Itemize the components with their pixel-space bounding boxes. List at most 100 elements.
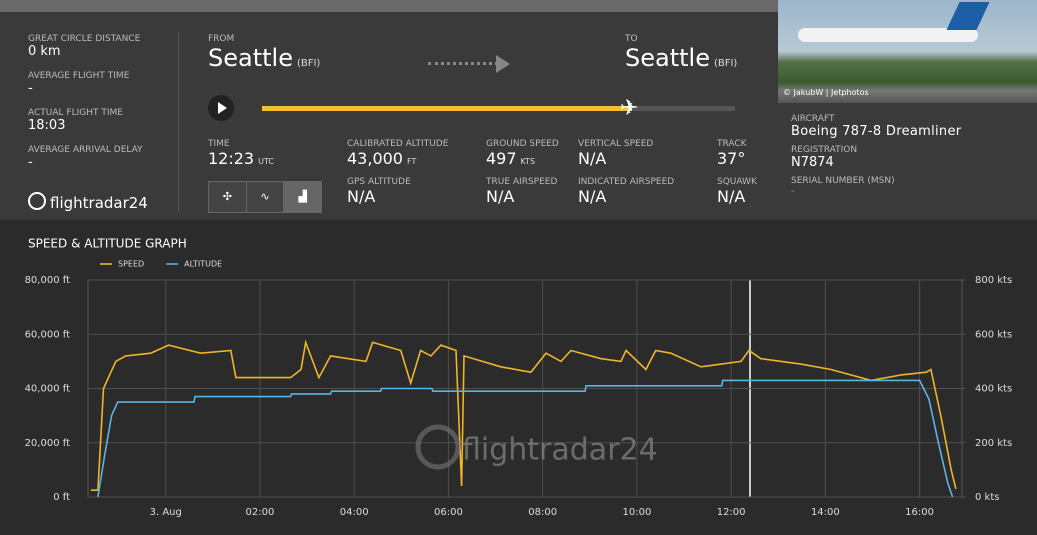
value-text: N/A [578, 149, 607, 168]
aircraft-info: AIRCRAFT Boeing 787-8 Dreamliner REGISTR… [791, 114, 961, 197]
aircraft-photo: © JakubW | Jetphotos [778, 0, 1037, 103]
value: N/A [486, 187, 557, 206]
value: 12:23 UTC [208, 149, 274, 168]
value: 497 KTS [486, 149, 559, 168]
legend-label: ALTITUDE [184, 260, 222, 269]
stat: CALIBRATED ALTITUDE 43,000 FT [347, 139, 448, 168]
tail [946, 2, 990, 30]
value: Boeing 787-8 Dreamliner [791, 124, 962, 139]
x-tick-label: 04:00 [340, 507, 369, 518]
code: (BFI) [713, 58, 738, 69]
play-button[interactable] [208, 95, 234, 121]
y-tick-label: 20,000 ft [25, 438, 71, 449]
label: FROM [208, 34, 235, 44]
label: SERIAL NUMBER (MSN) [791, 176, 895, 186]
label: INDICATED AIRSPEED [578, 177, 675, 187]
arrow [428, 62, 498, 69]
x-tick-label: 16:00 [905, 507, 934, 518]
stat: GPS ALTITUDE N/A [347, 177, 411, 206]
arrow-head [496, 55, 510, 73]
x-tick-label: 06:00 [434, 507, 463, 518]
stat: TIME 12:23 UTC [208, 139, 274, 168]
value-text: 12:23 [208, 149, 255, 168]
label: AVERAGE FLIGHT TIME [28, 71, 130, 81]
legend-label: SPEED [118, 260, 144, 269]
label: TO [625, 34, 638, 44]
label: TIME [208, 139, 230, 149]
value: 37° [717, 149, 747, 168]
label: VERTICAL SPEED [578, 139, 654, 149]
x-tick-label: 3. Aug [150, 507, 182, 518]
stat: GROUND SPEED 497 KTS [486, 139, 559, 168]
top-strip [0, 0, 778, 12]
y2-tick-label: 600 kts [975, 329, 1012, 340]
value: - [791, 186, 795, 197]
value-text: 37° [717, 149, 746, 168]
x-tick-label: 12:00 [717, 507, 746, 518]
to: TO Seattle (BFI) [625, 34, 737, 72]
plane-icon: ✈ [620, 96, 639, 121]
watermark-icon [415, 424, 461, 470]
label: TRACK [717, 139, 747, 149]
photo-credit: © JakubW | Jetphotos [783, 88, 869, 97]
unit: UTC [258, 157, 274, 166]
x-tick-label: 08:00 [528, 507, 557, 518]
value: - [28, 155, 33, 170]
y2-tick-label: 0 kts [975, 492, 999, 503]
label: TRUE AIRSPEED [486, 177, 558, 187]
info-panel: GREAT CIRCLE DISTANCE 0 km AVERAGE FLIGH… [0, 0, 1037, 220]
city: Seattle [208, 44, 293, 72]
city: Seattle [625, 44, 710, 72]
progress-fill [262, 106, 632, 111]
y-tick-label: 0 ft [53, 492, 70, 503]
view-button[interactable]: ∿ [247, 182, 285, 212]
view-button[interactable]: ✣ [209, 182, 247, 212]
value-text: N/A [578, 187, 607, 206]
logo-icon [28, 192, 46, 210]
value: - [28, 81, 33, 96]
y-tick-label: 40,000 ft [25, 384, 71, 395]
label: CALIBRATED ALTITUDE [347, 139, 449, 149]
value-text: 497 [486, 149, 517, 168]
value: 18:03 [28, 118, 66, 133]
value-text: 43,000 [347, 149, 403, 168]
x-tick-label: 10:00 [622, 507, 651, 518]
series-line [90, 339, 957, 491]
value: 0 km [28, 44, 61, 59]
value: N/A [578, 187, 674, 206]
label: GPS ALTITUDE [347, 177, 411, 187]
stat: INDICATED AIRSPEED N/A [578, 177, 674, 206]
watermark: flightradar24 [462, 433, 658, 468]
stat: VERTICAL SPEED N/A [578, 139, 653, 168]
stat: TRUE AIRSPEED N/A [486, 177, 557, 206]
view-button[interactable]: ▟ [284, 182, 322, 212]
value: N/A [578, 149, 653, 168]
summary: GREAT CIRCLE DISTANCE 0 km AVERAGE FLIGH… [28, 34, 143, 170]
label: GREAT CIRCLE DISTANCE [28, 34, 141, 44]
value-text: N/A [486, 187, 515, 206]
divider [178, 32, 179, 212]
from: FROM Seattle (BFI) [208, 34, 320, 72]
label: AIRCRAFT [791, 114, 835, 124]
logo: flightradar24 [50, 194, 148, 212]
label: ACTUAL FLIGHT TIME [28, 108, 123, 118]
y2-tick-label: 800 kts [975, 275, 1012, 286]
chart: SPEED & ALTITUDE GRAPH 0 ft 20,000 ft 40,0… [25, 237, 1013, 519]
unit: KTS [520, 157, 536, 166]
code: (BFI) [296, 58, 321, 69]
fuselage [798, 28, 978, 42]
x-tick-label: 14:00 [811, 507, 840, 518]
label: GROUND SPEED [486, 139, 559, 149]
label: REGISTRATION [791, 145, 858, 155]
label: AVERAGE ARRIVAL DELAY [28, 145, 143, 155]
value: N/A [347, 187, 411, 206]
stat: SQUAWK N/A [717, 177, 757, 206]
y2-tick-label: 200 kts [975, 438, 1012, 449]
value: N7874 [791, 155, 834, 170]
stat: TRACK 37° [717, 139, 747, 168]
label: SQUAWK [717, 177, 757, 187]
value: 43,000 FT [347, 149, 448, 168]
y-tick-label: 60,000 ft [25, 329, 71, 340]
y2-tick-label: 400 kts [975, 384, 1012, 395]
